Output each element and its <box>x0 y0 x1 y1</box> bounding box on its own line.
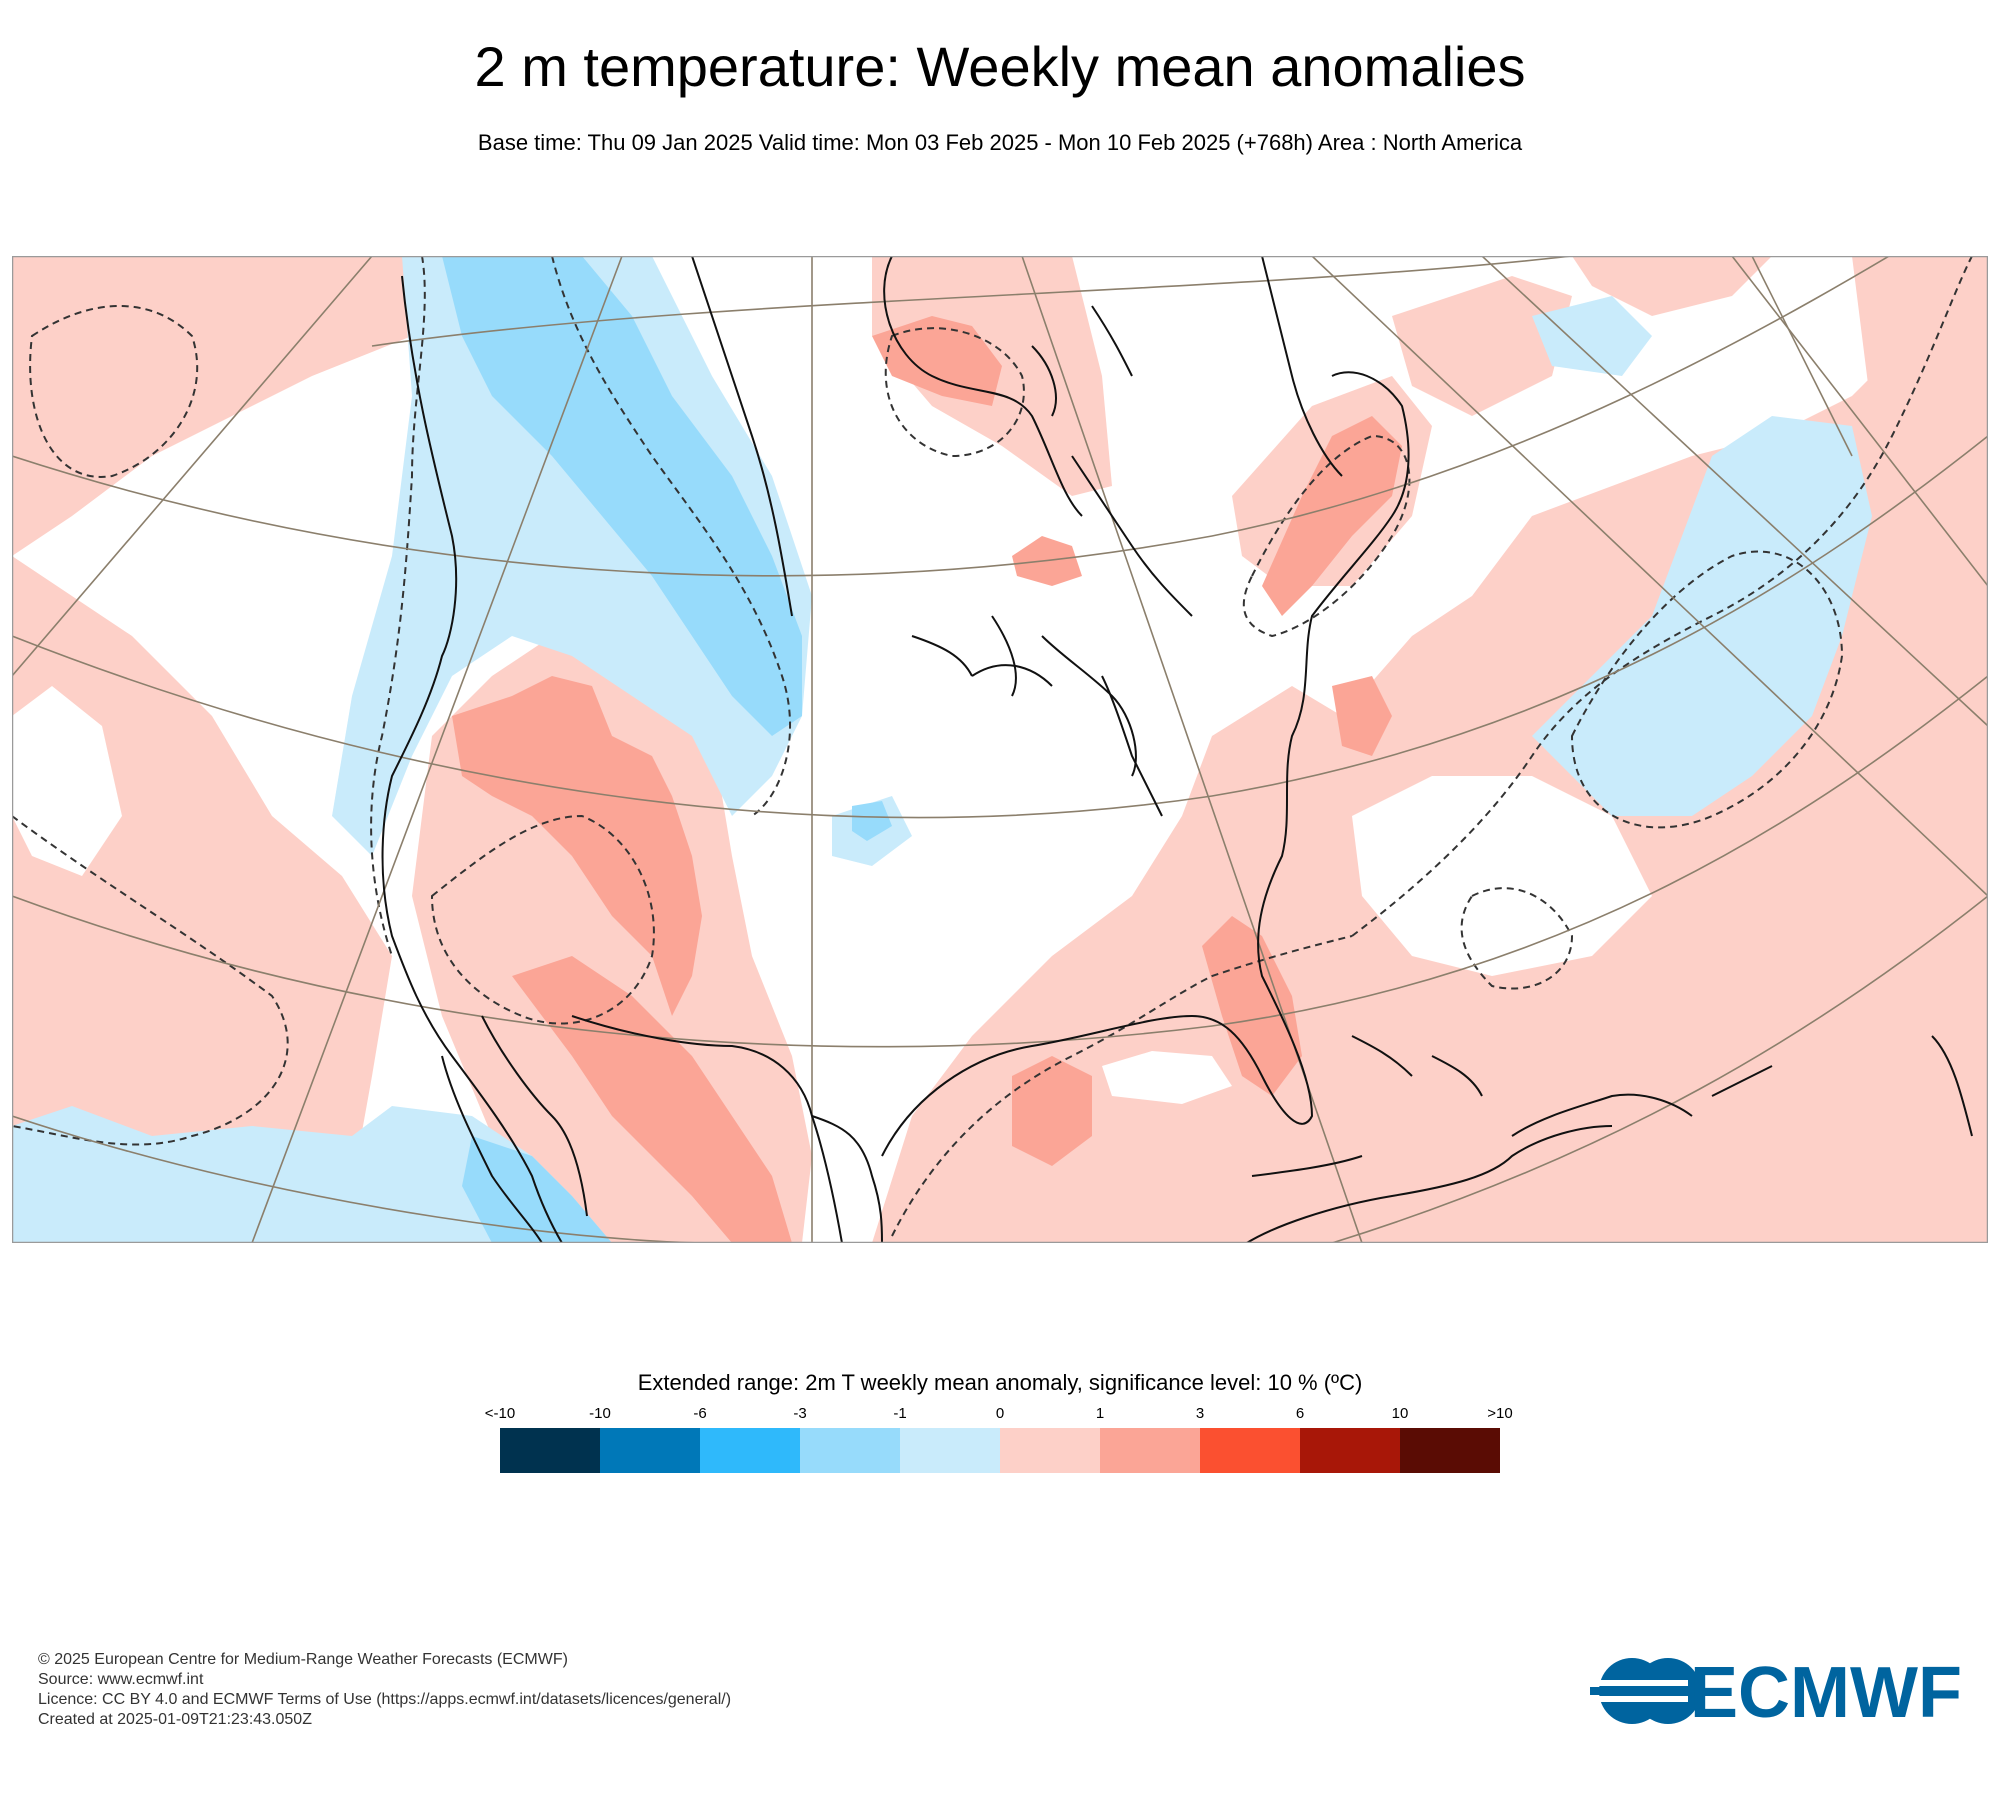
legend-tick-label: 1 <box>1095 1405 1105 1422</box>
footer-licence: Licence: CC BY 4.0 and ECMWF Terms of Us… <box>38 1691 732 1708</box>
legend-tick-label: -3 <box>793 1405 807 1422</box>
footer-credits: © 2025 European Centre for Medium-Range … <box>38 1650 731 1730</box>
ecmwf-logo-symbol <box>1590 1658 1701 1724</box>
footer-copyright: © 2025 European Centre for Medium-Range … <box>38 1651 568 1668</box>
map-title: 2 m temperature: Weekly mean anomalies <box>474 35 1526 98</box>
footer-source: Source: www.ecmwf.int <box>38 1671 204 1688</box>
coastlines <box>381 256 1973 1243</box>
legend-swatch <box>1100 1428 1200 1473</box>
legend-colorbar <box>500 1428 1500 1473</box>
legend-tick-label: 0 <box>995 1405 1005 1422</box>
legend-title: Extended range: 2m T weekly mean anomaly… <box>637 1370 1363 1395</box>
legend-tick-label: -6 <box>693 1405 707 1422</box>
legend-swatch <box>1200 1428 1300 1473</box>
anomaly-map <box>12 256 1988 1243</box>
legend-swatch <box>900 1428 1000 1473</box>
ecmwf-logo: ECMWF <box>1590 1656 1962 1726</box>
map-frame <box>12 256 1988 1243</box>
legend-swatch <box>800 1428 900 1473</box>
significance-contours <box>12 256 1973 1237</box>
legend-tick-label: -10 <box>589 1405 611 1422</box>
ecmwf-logo-text: ECMWF <box>1690 1656 1962 1726</box>
legend-tick-label: -1 <box>893 1405 907 1422</box>
legend-swatch <box>500 1428 600 1473</box>
legend-tick-label: 3 <box>1195 1405 1205 1422</box>
legend-swatch <box>1300 1428 1400 1473</box>
cool-anomaly-neg1-0-areas <box>12 256 1872 1243</box>
legend-tick-label: >10 <box>1487 1405 1513 1422</box>
legend-swatch <box>1000 1428 1100 1473</box>
footer-created: Created at 2025-01-09T21:23:43.050Z <box>38 1711 312 1728</box>
legend-tick-label: 10 <box>1391 1405 1409 1422</box>
legend-ticks: <-10 -10 -6 -3 -1 0 1 3 6 10 >10 <box>485 1405 1513 1425</box>
legend-tick-label: <-10 <box>484 1405 516 1422</box>
legend-swatch <box>700 1428 800 1473</box>
map-subtitle: Base time: Thu 09 Jan 2025 Valid time: M… <box>477 130 1523 155</box>
legend-tick-label: 6 <box>1295 1405 1305 1422</box>
legend-swatch <box>1400 1428 1500 1473</box>
legend-swatch <box>600 1428 700 1473</box>
